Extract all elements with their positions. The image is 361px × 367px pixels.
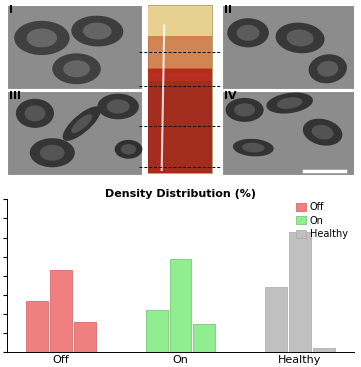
- Ellipse shape: [266, 92, 313, 113]
- Ellipse shape: [234, 103, 255, 116]
- Bar: [7, 6, 142, 89]
- Ellipse shape: [226, 98, 264, 122]
- Ellipse shape: [275, 23, 325, 53]
- Bar: [289, 232, 311, 352]
- Ellipse shape: [63, 60, 90, 77]
- Ellipse shape: [25, 105, 45, 121]
- Ellipse shape: [312, 125, 334, 139]
- Bar: [145, 310, 168, 352]
- Ellipse shape: [277, 97, 303, 109]
- Bar: [148, 68, 212, 81]
- Legend: Off, On, Healthy: Off, On, Healthy: [295, 201, 349, 240]
- Bar: [193, 324, 216, 352]
- Ellipse shape: [242, 143, 265, 152]
- Ellipse shape: [63, 106, 101, 141]
- Ellipse shape: [71, 114, 92, 133]
- Ellipse shape: [52, 53, 101, 84]
- Ellipse shape: [30, 138, 75, 167]
- Bar: [7, 91, 142, 175]
- Ellipse shape: [309, 54, 347, 83]
- Title: Density Distribution (%): Density Distribution (%): [105, 189, 256, 199]
- Bar: [26, 301, 48, 352]
- Bar: [148, 69, 212, 173]
- Ellipse shape: [115, 140, 142, 159]
- Bar: [170, 259, 191, 352]
- Bar: [148, 7, 212, 39]
- Ellipse shape: [83, 23, 112, 40]
- Ellipse shape: [107, 99, 130, 113]
- Ellipse shape: [27, 29, 57, 47]
- Ellipse shape: [71, 16, 123, 47]
- Bar: [148, 36, 212, 73]
- Ellipse shape: [233, 139, 274, 156]
- Text: A: A: [4, 0, 16, 2]
- Ellipse shape: [40, 145, 65, 161]
- Text: III: III: [9, 91, 21, 101]
- Ellipse shape: [227, 18, 269, 47]
- Bar: [265, 287, 287, 352]
- Bar: [313, 349, 335, 352]
- Ellipse shape: [16, 99, 54, 128]
- Text: II: II: [224, 4, 232, 15]
- Ellipse shape: [121, 144, 136, 155]
- Bar: [74, 322, 96, 352]
- Text: I: I: [9, 4, 13, 15]
- Bar: [50, 270, 72, 352]
- Ellipse shape: [317, 61, 338, 77]
- Bar: [222, 6, 357, 89]
- Ellipse shape: [97, 94, 139, 119]
- Bar: [148, 6, 212, 173]
- Text: IV: IV: [224, 91, 236, 101]
- Ellipse shape: [14, 21, 70, 55]
- Ellipse shape: [287, 29, 314, 46]
- Ellipse shape: [237, 25, 260, 41]
- Bar: [222, 91, 357, 175]
- Ellipse shape: [303, 119, 342, 146]
